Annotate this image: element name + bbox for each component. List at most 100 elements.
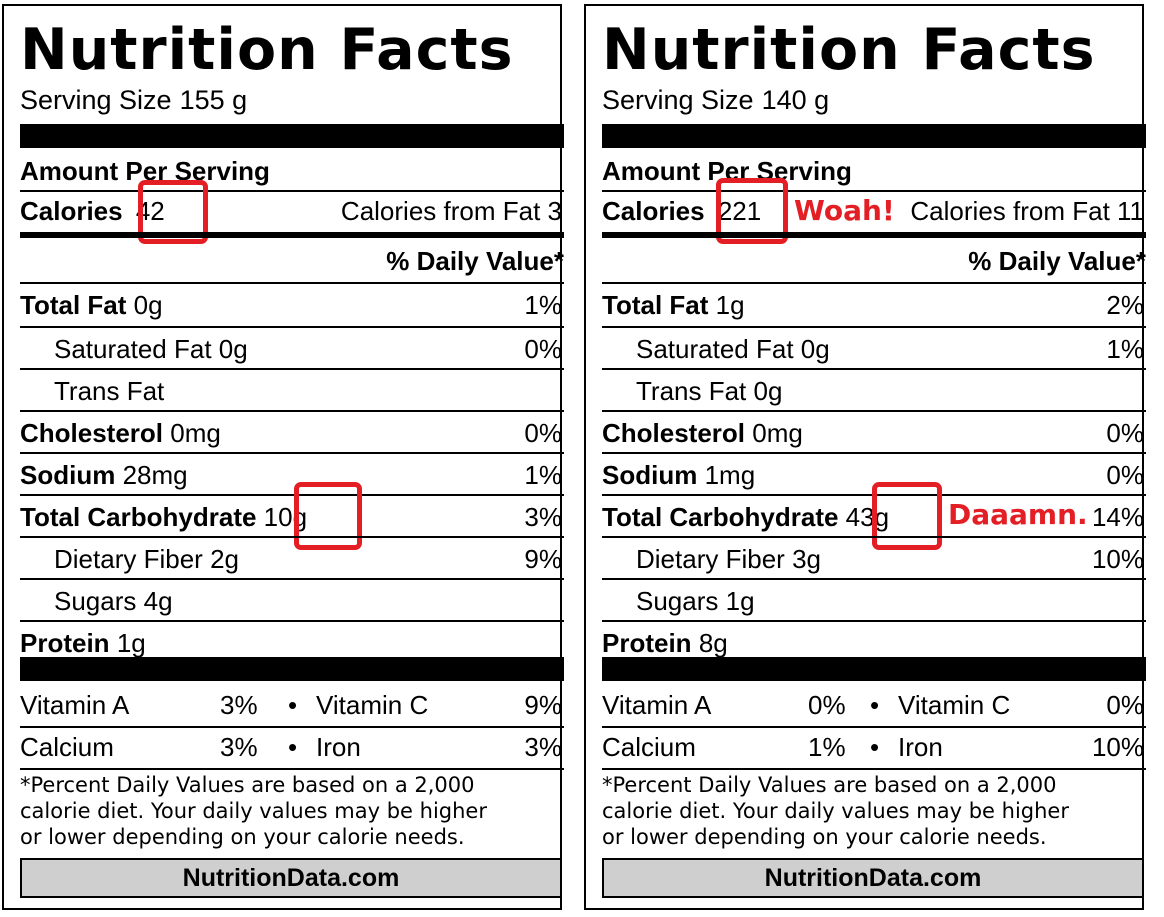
cholesterol-row: Cholesterol 0mg 0% <box>602 414 1146 452</box>
divider <box>20 368 564 370</box>
carbohydrate-annotation: Daaamn. <box>948 498 1088 531</box>
divider <box>602 578 1146 580</box>
divider <box>20 620 564 622</box>
mineral-row: Calcium 3% • Iron 3% <box>20 728 564 766</box>
divider <box>602 536 1146 538</box>
carbohydrate-highlight-box <box>294 482 362 550</box>
iron-label: Iron <box>898 732 943 762</box>
daily-value-header: % Daily Value* <box>968 246 1146 276</box>
divider <box>602 410 1146 412</box>
carbohydrate-highlight-box <box>872 482 942 550</box>
saturated-fat-amount: 0g <box>800 334 830 364</box>
amount-per-serving: Amount Per Serving <box>20 156 270 186</box>
divider <box>602 452 1146 454</box>
total-carbohydrate-label: Total Carbohydrate <box>602 502 839 532</box>
serving-size-value: 155 g <box>179 85 248 115</box>
bullet: • <box>288 732 298 762</box>
divider <box>20 326 564 328</box>
total-carbohydrate-amount: 10g <box>263 502 308 532</box>
footnote-line: calorie diet. Your daily values may be h… <box>602 799 1069 823</box>
bullet: • <box>288 690 298 720</box>
dietary-fiber-label: Dietary Fiber <box>54 544 203 574</box>
divider <box>20 494 564 496</box>
sugars-row: Sugars 1g <box>602 582 1146 620</box>
calories-highlight-box <box>716 178 788 244</box>
divider <box>20 768 564 770</box>
calories-row: Calories 221 Calories from Fat 11 <box>602 192 1146 230</box>
serving-size-label: Serving Size <box>20 85 172 115</box>
saturated-fat-dv: 1% <box>1106 334 1144 364</box>
calories-from-fat: Calories from Fat 3 <box>340 196 562 226</box>
brand-footer: NutritionData.com <box>20 858 562 898</box>
total-carbohydrate-dv: 14% <box>1091 502 1144 532</box>
dietary-fiber-dv: 10% <box>1091 544 1144 574</box>
calories-label: Calories <box>20 196 123 226</box>
protein-row: Protein 8g <box>602 624 1146 662</box>
sodium-label: Sodium <box>20 460 116 490</box>
divider <box>20 410 564 412</box>
sugars-amount: 4g <box>143 586 173 616</box>
sodium-dv: 1% <box>524 460 562 490</box>
thick-bar-top <box>602 124 1146 148</box>
footnote-line: *Percent Daily Values are based on a 2,0… <box>20 773 475 797</box>
sugars-label: Sugars <box>54 586 137 616</box>
total-carbohydrate-dv: 3% <box>524 502 562 532</box>
footnote-line: or lower depending on your calorie needs… <box>602 825 1047 849</box>
serving-size: Serving Size 140 g <box>602 82 829 118</box>
saturated-fat-row: Saturated Fat 0g 0% <box>20 330 564 368</box>
trans-fat-row: Trans Fat 0g <box>602 372 1146 410</box>
divider <box>602 726 1146 728</box>
sugars-label: Sugars <box>636 586 719 616</box>
footnote: *Percent Daily Values are based on a 2,0… <box>602 772 1146 850</box>
total-fat-amount: 0g <box>133 290 163 320</box>
bullet: • <box>870 690 880 720</box>
total-carbohydrate-row: Total Carbohydrate 10g 3% <box>20 498 564 536</box>
dietary-fiber-label: Dietary Fiber <box>636 544 785 574</box>
trans-fat-label: Trans Fat <box>636 376 747 406</box>
thick-divider <box>20 232 564 238</box>
saturated-fat-label: Saturated Fat <box>54 334 212 364</box>
calories-label: Calories <box>602 196 705 226</box>
saturated-fat-row: Saturated Fat 0g 1% <box>602 330 1146 368</box>
calories-row: Calories 42 Calories from Fat 3 <box>20 192 564 230</box>
protein-row: Protein 1g <box>20 624 564 662</box>
divider <box>602 620 1146 622</box>
calcium-label: Calcium <box>602 732 696 762</box>
cholesterol-dv: 0% <box>1106 418 1144 448</box>
protein-label: Protein <box>602 628 692 658</box>
serving-size: Serving Size 155 g <box>20 82 247 118</box>
vitamin-a-dv: 3% <box>220 690 258 720</box>
divider <box>602 768 1146 770</box>
trans-fat-amount: 0g <box>753 376 783 406</box>
calories-highlight-box <box>138 180 208 244</box>
divider <box>602 190 1146 192</box>
label-title: Nutrition Facts <box>20 17 514 83</box>
cholesterol-amount: 0mg <box>170 418 221 448</box>
vitamin-row: Vitamin A 0% • Vitamin C 0% <box>602 686 1146 724</box>
total-fat-amount: 1g <box>715 290 745 320</box>
total-carbohydrate-amount: 43g <box>845 502 890 532</box>
protein-amount: 1g <box>116 628 146 658</box>
protein-label: Protein <box>20 628 110 658</box>
trans-fat-label: Trans Fat <box>54 376 165 406</box>
iron-dv: 3% <box>524 732 562 762</box>
total-fat-label: Total Fat <box>602 290 709 320</box>
footnote: *Percent Daily Values are based on a 2,0… <box>20 772 564 850</box>
serving-size-value: 140 g <box>761 85 830 115</box>
saturated-fat-amount: 0g <box>218 334 248 364</box>
iron-label: Iron <box>316 732 361 762</box>
sodium-row: Sodium 1mg 0% <box>602 456 1146 494</box>
saturated-fat-dv: 0% <box>524 334 562 364</box>
saturated-fat-label: Saturated Fat <box>636 334 794 364</box>
protein-amount: 8g <box>698 628 728 658</box>
trans-fat-row: Trans Fat <box>20 372 564 410</box>
total-fat-row: Total Fat 0g 1% <box>20 286 564 324</box>
footnote-line: or lower depending on your calorie needs… <box>20 825 465 849</box>
total-carbohydrate-row: Total Carbohydrate 43g 14% <box>602 498 1146 536</box>
calcium-dv: 1% <box>808 732 846 762</box>
divider <box>20 726 564 728</box>
sodium-amount: 28mg <box>122 460 188 490</box>
cholesterol-row: Cholesterol 0mg 0% <box>20 414 564 452</box>
sodium-row: Sodium 28mg 1% <box>20 456 564 494</box>
dietary-fiber-row: Dietary Fiber 3g 10% <box>602 540 1146 578</box>
